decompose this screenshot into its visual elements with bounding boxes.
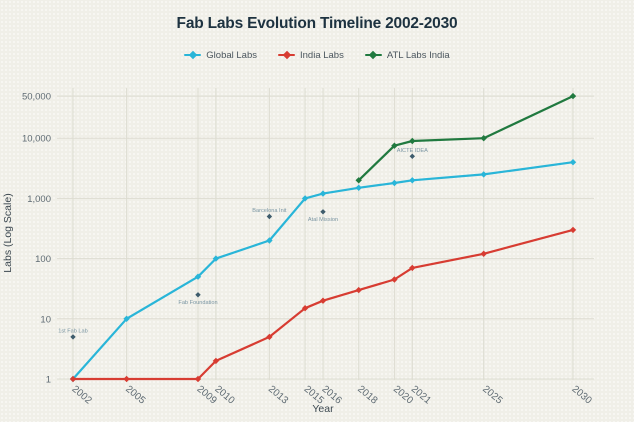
annotation-label-fab-foundation: Fab Foundation xyxy=(178,300,217,306)
annotation-label-atal-mission: Atal Mission xyxy=(308,217,338,223)
x-tick-label-2020: 2020 xyxy=(391,384,415,407)
series-marker-india-labs-2016 xyxy=(319,297,327,304)
annotation-marker-aicte-idea xyxy=(409,153,415,159)
series-marker-india-labs-2010 xyxy=(212,357,220,365)
legend-item-atl-labs-india: ATL Labs India xyxy=(364,49,450,61)
series-marker-india-labs-2009 xyxy=(194,375,202,383)
series-marker-global-labs-2016 xyxy=(319,190,327,197)
legend-label-global-labs: Global Labs xyxy=(206,49,257,61)
legend-label-atl-labs-india: ATL Labs India xyxy=(386,49,450,61)
annotation-marker-barcelona-init xyxy=(266,213,273,220)
series-marker-india-labs-2005 xyxy=(123,375,130,383)
y-tick-label-10: 10 xyxy=(40,314,51,325)
y-tick-label-50000: 50,000 xyxy=(22,92,51,103)
series-marker-atl-labs-india-2025 xyxy=(480,135,487,142)
x-axis-title: Year xyxy=(312,403,334,415)
legend-label-india-labs: India Labs xyxy=(300,49,344,61)
series-marker-global-labs-2030 xyxy=(569,159,577,166)
y-tick-label-1: 1 xyxy=(46,375,51,386)
series-marker-india-labs-2021 xyxy=(409,264,416,272)
annotation-label-barcelona-init: Barcelona Init xyxy=(252,208,287,214)
series-marker-india-labs-2020 xyxy=(391,276,398,283)
y-tick-label-10000: 10,000 xyxy=(22,134,51,145)
series-marker-global-labs-2010 xyxy=(212,255,220,262)
series-marker-global-labs-2018 xyxy=(355,184,362,191)
x-tick-label-2018: 2018 xyxy=(355,384,379,407)
series-marker-india-labs-2018 xyxy=(355,286,362,294)
annotation-marker-fab-foundation xyxy=(195,292,201,298)
series-marker-atl-labs-india-2020 xyxy=(391,142,398,149)
x-tick-label-2013: 2013 xyxy=(266,384,290,407)
annotation-marker-atal-mission xyxy=(320,209,326,215)
series-marker-global-labs-2013 xyxy=(266,237,273,244)
legend-item-india-labs: India Labs xyxy=(278,50,344,61)
series-marker-global-labs-2025 xyxy=(480,171,487,178)
series-line-india-labs xyxy=(71,228,575,381)
legend: Global Labs India Labs ATL Labs India xyxy=(0,48,634,62)
x-tick-label-2025: 2025 xyxy=(480,384,504,407)
legend-swatch-icon xyxy=(184,50,202,60)
series-marker-global-labs-2020 xyxy=(391,179,398,187)
series-marker-india-labs-2002 xyxy=(69,375,77,383)
series-marker-atl-labs-india-2030 xyxy=(569,92,577,100)
chart-title: Fab Labs Evolution Timeline 2002-2030 xyxy=(176,15,458,32)
annotation-marker-1st-fab-lab xyxy=(70,334,76,340)
annotation-label-aicte-idea: AICTE IDEA xyxy=(397,148,428,154)
series-marker-global-labs-2021 xyxy=(409,177,416,184)
legend-swatch-icon xyxy=(364,50,382,60)
annotation-label-1st-fab-lab: 1st Fab Lab xyxy=(58,328,88,334)
series-marker-india-labs-2030 xyxy=(569,226,577,234)
series-marker-atl-labs-india-2021 xyxy=(409,137,416,145)
x-tick-label-2030: 2030 xyxy=(570,384,594,407)
series-marker-global-labs-2009 xyxy=(194,273,202,280)
x-tick-label-2002: 2002 xyxy=(70,384,94,407)
legend-item-global-labs: Global Labs xyxy=(184,50,257,61)
x-tick-label-2005: 2005 xyxy=(123,384,147,407)
series-line-global-labs xyxy=(71,161,575,381)
y-tick-label-1000: 1,000 xyxy=(27,194,51,205)
series-marker-global-labs-2015 xyxy=(301,195,309,202)
series-marker-india-labs-2025 xyxy=(480,250,487,257)
y-tick-label-100: 100 xyxy=(35,254,51,265)
y-axis-title: Labs (Log Scale) xyxy=(2,193,14,272)
series-marker-india-labs-2013 xyxy=(266,333,273,341)
series-marker-india-labs-2015 xyxy=(301,305,309,312)
legend-swatch-icon xyxy=(278,50,295,60)
series-marker-atl-labs-india-2018 xyxy=(355,177,362,184)
series-marker-global-labs-2005 xyxy=(123,315,130,322)
